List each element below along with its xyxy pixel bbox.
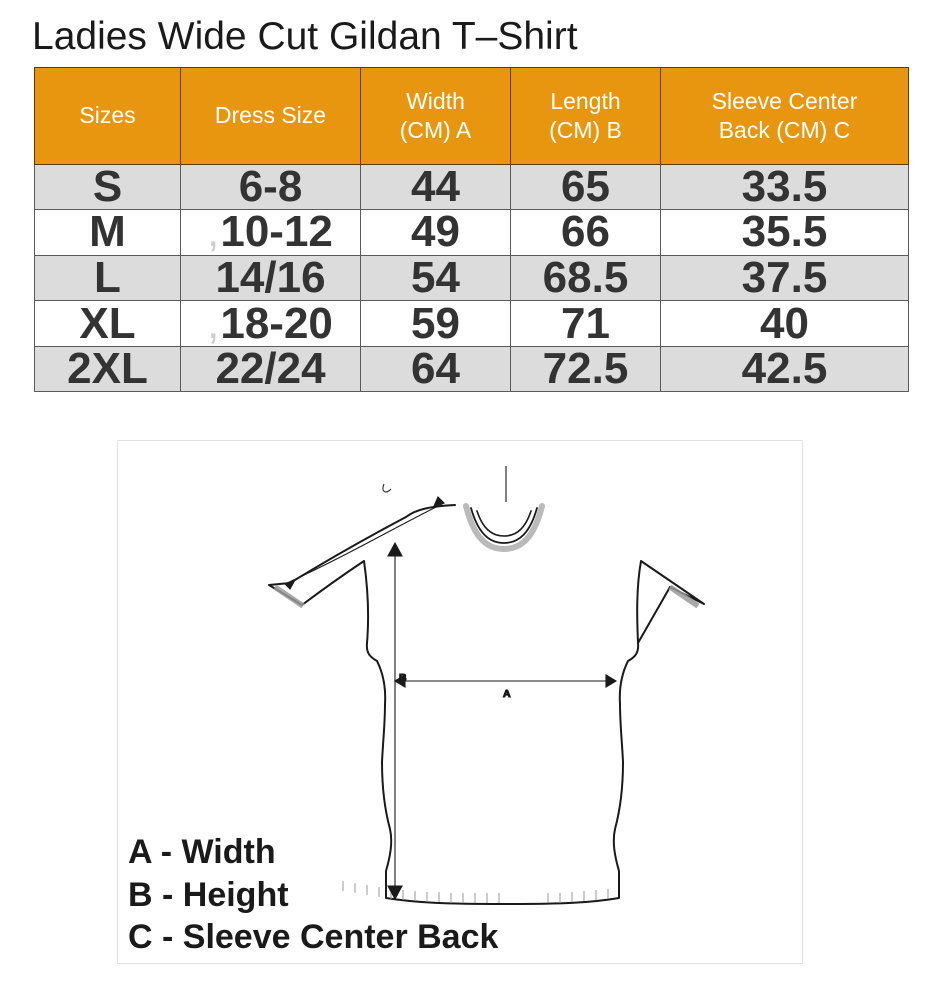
svg-text:A: A bbox=[503, 688, 511, 700]
